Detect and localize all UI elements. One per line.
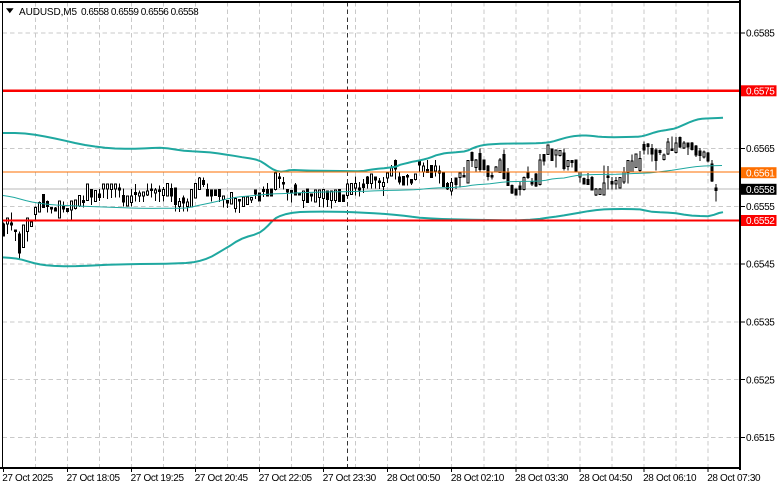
svg-text:27 Oct 18:05: 27 Oct 18:05 [67,473,121,484]
svg-text:27 Oct 20:45: 27 Oct 20:45 [195,473,249,484]
svg-text:0.6558 0.6559 0.6556 0.6558: 0.6558 0.6559 0.6556 0.6558 [81,7,199,18]
svg-text:28 Oct 00:50: 28 Oct 00:50 [387,473,441,484]
svg-text:28 Oct 02:10: 28 Oct 02:10 [451,473,505,484]
svg-text:0.6561: 0.6561 [746,168,775,179]
svg-text:28 Oct 07:30: 28 Oct 07:30 [707,473,761,484]
svg-text:0.6565: 0.6565 [746,144,775,155]
svg-text:0.6515: 0.6515 [746,433,775,444]
svg-text:AUDUSD,M5: AUDUSD,M5 [19,7,78,18]
svg-text:28 Oct 04:50: 28 Oct 04:50 [579,473,633,484]
svg-text:0.6585: 0.6585 [746,29,775,40]
svg-text:0.6575: 0.6575 [746,87,775,98]
svg-text:28 Oct 03:30: 28 Oct 03:30 [515,473,569,484]
svg-text:0.6525: 0.6525 [746,375,775,386]
svg-text:27 Oct 19:25: 27 Oct 19:25 [131,473,185,484]
svg-text:0.6558: 0.6558 [746,185,775,196]
svg-text:27 Oct 2025: 27 Oct 2025 [2,473,53,484]
svg-text:28 Oct 06:10: 28 Oct 06:10 [643,473,697,484]
svg-text:0.6535: 0.6535 [746,318,775,329]
svg-text:27 Oct 23:30: 27 Oct 23:30 [323,473,377,484]
svg-text:0.6545: 0.6545 [746,260,775,271]
svg-text:0.6555: 0.6555 [746,202,775,213]
svg-text:0.6552: 0.6552 [746,216,775,227]
svg-text:27 Oct 22:05: 27 Oct 22:05 [259,473,313,484]
